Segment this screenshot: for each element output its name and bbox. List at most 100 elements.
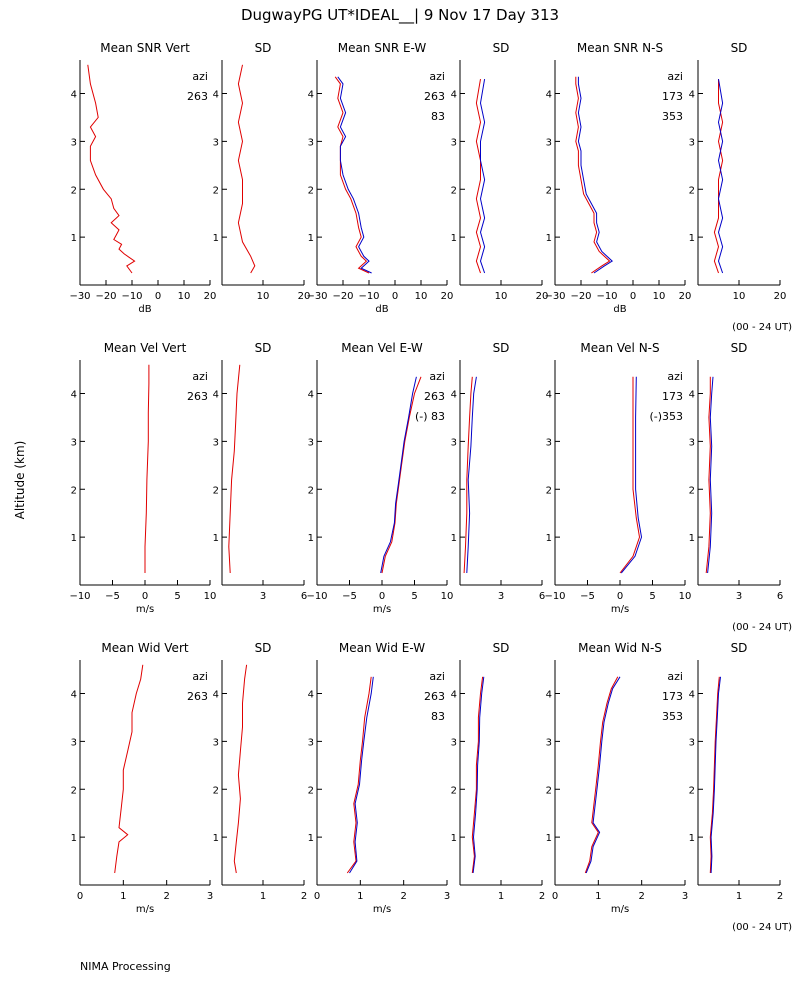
series-line-red (475, 79, 482, 274)
x-tick-label: −30 (69, 291, 90, 302)
y-tick-label: 3 (451, 737, 457, 748)
panel-r1-c5: SD 1 2 3 4 3 6 (689, 341, 784, 602)
y-tick-label: 4 (213, 690, 219, 701)
y-tick-label: 4 (308, 390, 314, 401)
y-tick-label: 2 (451, 485, 457, 496)
panel-title: Mean Vel Vert (104, 341, 187, 355)
x-tick-label: −10 (306, 591, 327, 602)
x-tick-label: −20 (332, 291, 353, 302)
panel-r2-c0: Mean Wid Vert 1 2 3 4 0 1 2 3 m/s azi 263 (71, 641, 214, 915)
series-line-red (619, 376, 641, 574)
azi-value: 83 (431, 710, 445, 723)
series-line-blue (577, 76, 614, 274)
x-tick-label: 3 (207, 891, 213, 902)
y-tick-label: 1 (71, 833, 77, 844)
y-tick-label: 3 (71, 737, 77, 748)
y-tick-label: 4 (689, 690, 695, 701)
y-tick-label: 2 (308, 485, 314, 496)
x-axis-label: m/s (611, 604, 629, 615)
x-tick-label: 3 (260, 591, 266, 602)
x-tick-label: −30 (306, 291, 327, 302)
panel-r2-c4: Mean Wid N-S 1 2 3 4 0 1 2 3 m/s azi 173 353 (546, 641, 689, 915)
series-line-blue (710, 676, 721, 874)
y-tick-label: 3 (689, 137, 695, 148)
x-tick-label: 20 (679, 291, 692, 302)
panel-title: SD (255, 641, 272, 655)
series-line-red (114, 664, 144, 874)
y-tick-label: 1 (213, 233, 219, 244)
panel-title: Mean Vel E-W (341, 341, 423, 355)
panel-r0-c3: SD 1 2 3 4 10 20 (451, 41, 549, 302)
y-tick-label: 3 (546, 137, 552, 148)
series-line-red (584, 676, 619, 874)
altitude-axis-label: Altitude (km) (13, 441, 27, 520)
y-tick-label: 4 (71, 90, 77, 101)
panel-title: Mean Wid E-W (339, 641, 425, 655)
series-line-red (381, 376, 422, 574)
y-tick-label: 1 (451, 233, 457, 244)
x-tick-label: 5 (411, 591, 417, 602)
x-axis-label: m/s (136, 604, 154, 615)
x-tick-label: 20 (298, 291, 311, 302)
y-tick-label: 4 (546, 90, 552, 101)
y-tick-label: 3 (213, 437, 219, 448)
x-tick-label: 6 (539, 591, 545, 602)
panel-title: SD (731, 641, 748, 655)
azi-value: 263 (424, 390, 445, 403)
series-line-blue (380, 376, 417, 574)
x-tick-label: 3 (682, 891, 688, 902)
azi-value: 353 (662, 710, 683, 723)
panel-title: Mean SNR N-S (577, 41, 663, 55)
series-line-red (237, 64, 256, 274)
y-tick-label: 4 (689, 90, 695, 101)
y-tick-label: 2 (71, 485, 77, 496)
x-tick-label: 10 (204, 591, 217, 602)
y-tick-label: 1 (213, 533, 219, 544)
azi-label: azi (429, 70, 445, 83)
y-tick-label: 3 (451, 137, 457, 148)
y-tick-label: 3 (546, 737, 552, 748)
y-tick-label: 2 (71, 185, 77, 196)
x-tick-label: 0 (617, 591, 623, 602)
panel-r0-c0: Mean SNR Vert 1 2 3 4 −30 −20 −10 0 10 20 dB azi 263 (69, 41, 216, 315)
x-tick-label: 0 (155, 291, 161, 302)
series-line-blue (479, 79, 486, 274)
x-tick-label: −10 (121, 291, 142, 302)
series-line-blue (337, 76, 372, 274)
x-tick-label: 10 (441, 591, 454, 602)
panel-r2-c2: Mean Wid E-W 1 2 3 4 0 1 2 3 m/s azi 263 83 (308, 641, 451, 915)
azi-label: azi (192, 370, 208, 383)
panel-r0-c2: Mean SNR E-W 1 2 3 4 −30 −20 −10 0 10 20 dB azi 263 83 (306, 41, 453, 315)
y-tick-label: 4 (71, 390, 77, 401)
panel-r1-c1: SD 1 2 3 4 3 6 (213, 341, 308, 602)
y-tick-label: 2 (546, 485, 552, 496)
y-tick-label: 3 (689, 737, 695, 748)
x-tick-label: 5 (649, 591, 655, 602)
figure-title: DugwayPG UT*IDEAL__| 9 Nov 17 Day 313 (241, 6, 559, 25)
azi-label: azi (429, 670, 445, 683)
azi-label: azi (667, 70, 683, 83)
azi-value: (-)353 (649, 410, 683, 423)
x-tick-label: 1 (260, 891, 266, 902)
y-tick-label: 2 (689, 185, 695, 196)
panel-r1-c2: Mean Vel E-W 1 2 3 4 −10 −5 0 5 10 m/s azi 263 (-) 83 (306, 341, 453, 615)
x-tick-label: 6 (777, 591, 783, 602)
time-range-note: (00 - 24 UT) (732, 322, 792, 333)
x-tick-label: 10 (495, 291, 508, 302)
x-tick-label: 2 (539, 891, 545, 902)
y-tick-label: 4 (213, 90, 219, 101)
time-range-note: (00 - 24 UT) (732, 622, 792, 633)
panel-r0-c1: SD 1 2 3 4 10 20 (213, 41, 311, 302)
x-tick-label: −10 (596, 291, 617, 302)
x-tick-label: 0 (630, 291, 636, 302)
x-tick-label: 3 (444, 891, 450, 902)
x-tick-label: 1 (595, 891, 601, 902)
panel-r1-c4: Mean Vel N-S 1 2 3 4 −10 −5 0 5 10 m/s azi 173 (-)353 (544, 341, 691, 615)
azi-value: 263 (187, 690, 208, 703)
x-tick-label: 10 (257, 291, 270, 302)
y-tick-label: 4 (71, 690, 77, 701)
azi-value: 173 (662, 90, 683, 103)
series-line-red (334, 76, 370, 274)
time-range-note: (00 - 24 UT) (732, 922, 792, 933)
